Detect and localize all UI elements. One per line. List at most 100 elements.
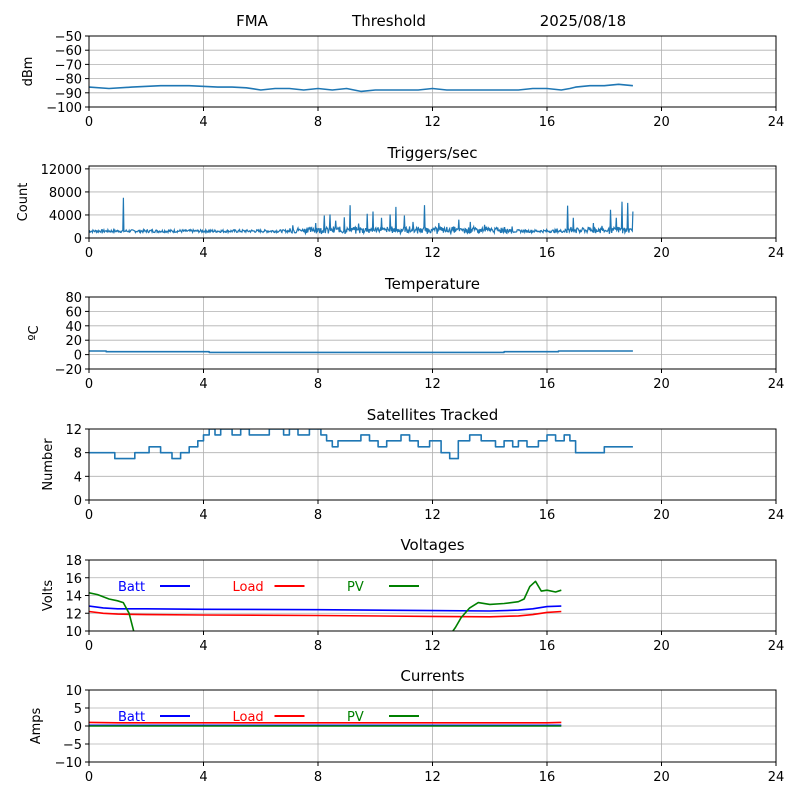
y-tick-label: −100 xyxy=(46,101,82,116)
x-tick-label: 20 xyxy=(653,377,670,392)
y-tick-label: 5 xyxy=(74,702,82,717)
series-line-main-0 xyxy=(89,429,633,460)
x-tick-label: 24 xyxy=(768,115,785,130)
y-tick-label: −10 xyxy=(55,756,82,771)
panel-1: 0 4 8 12 16 20 24 −100−90−80−70−60−50 dBm xyxy=(21,30,784,130)
x-tick-label: 16 xyxy=(539,377,556,392)
x-tick-label: 24 xyxy=(768,639,785,654)
x-tick-label: 20 xyxy=(653,508,670,523)
y-tick-label: −90 xyxy=(55,87,82,102)
y-tick-label: 18 xyxy=(65,554,82,569)
x-tick-label: 16 xyxy=(539,246,556,261)
x-tick-label: 4 xyxy=(199,246,207,261)
x-tick-label: 0 xyxy=(85,246,93,261)
x-tick-label: 16 xyxy=(539,508,556,523)
y-tick-label: 40 xyxy=(65,320,82,335)
y-axis-label: Number xyxy=(41,438,56,491)
x-tick-label: 24 xyxy=(768,770,785,785)
y-tick-label: 0 xyxy=(74,494,82,509)
plot-area xyxy=(89,197,634,236)
chart-title: Triggers/sec xyxy=(387,144,478,162)
series-line-pv-2 xyxy=(89,592,135,631)
y-tick-label: 20 xyxy=(65,334,82,349)
x-tick-label: 24 xyxy=(768,246,785,261)
panel-5: 0 4 8 12 16 20 24 10 12 14 16 18 Voltages Volts Batt Lo… xyxy=(41,536,784,654)
x-tick-label: 8 xyxy=(314,508,322,523)
x-tick-label: 0 xyxy=(85,770,93,785)
y-tick-label: 14 xyxy=(65,590,82,605)
x-tick-label: 12 xyxy=(424,115,441,130)
x-tick-label: 4 xyxy=(199,770,207,785)
y-axis-label: Count xyxy=(16,183,31,222)
y-tick-label: 4 xyxy=(74,470,82,485)
series-line-load-1 xyxy=(89,610,562,618)
legend-label-pv: PV xyxy=(347,710,364,725)
x-tick-label: 20 xyxy=(653,770,670,785)
x-tick-label: 4 xyxy=(199,508,207,523)
x-tick-label: 12 xyxy=(424,639,441,654)
y-tick-label: 10 xyxy=(65,625,82,640)
y-tick-label: −60 xyxy=(55,44,82,59)
plot-area xyxy=(89,580,562,631)
x-tick-label: 0 xyxy=(85,115,93,130)
x-tick-label: 12 xyxy=(424,770,441,785)
y-tick-label: 16 xyxy=(65,572,82,587)
x-tick-label: 20 xyxy=(653,246,670,261)
x-tick-label: 4 xyxy=(199,639,207,654)
y-tick-label: 0 xyxy=(74,232,82,247)
y-tick-label: 60 xyxy=(65,305,82,320)
series-line-main-0 xyxy=(89,83,633,93)
x-tick-label: 8 xyxy=(314,377,322,392)
x-tick-label: 8 xyxy=(314,770,322,785)
x-tick-label: 16 xyxy=(539,770,556,785)
y-axis-label: Volts xyxy=(41,580,56,612)
y-tick-label: 8 xyxy=(74,447,82,462)
legend-label-batt: Batt xyxy=(118,710,145,725)
legend-label-load: Load xyxy=(233,710,264,725)
y-tick-label: 12000 xyxy=(41,163,82,178)
x-tick-label: 16 xyxy=(539,639,556,654)
x-tick-label: 12 xyxy=(424,508,441,523)
x-tick-label: 12 xyxy=(424,246,441,261)
x-tick-label: 16 xyxy=(539,115,556,130)
chart-title: Voltages xyxy=(400,536,464,554)
y-tick-label: 12 xyxy=(65,423,82,438)
legend-label-pv: PV xyxy=(347,580,364,595)
x-tick-label: 12 xyxy=(424,377,441,392)
x-tick-label: 20 xyxy=(653,639,670,654)
header-right: 2025/08/18 xyxy=(540,12,626,30)
chart-title: Satellites Tracked xyxy=(367,406,498,424)
series-line-main-0 xyxy=(89,350,633,354)
y-tick-label: −5 xyxy=(63,738,82,753)
y-tick-label: −20 xyxy=(55,363,82,378)
x-tick-label: 0 xyxy=(85,377,93,392)
x-tick-label: 8 xyxy=(314,246,322,261)
x-tick-label: 0 xyxy=(85,508,93,523)
x-tick-label: 8 xyxy=(314,639,322,654)
y-tick-label: 12 xyxy=(65,607,82,622)
legend-label-batt: Batt xyxy=(118,580,145,595)
x-tick-label: 24 xyxy=(768,377,785,392)
x-tick-label: 20 xyxy=(653,115,670,130)
chart-title: Currents xyxy=(400,667,464,685)
y-axis-label: ºC xyxy=(27,325,42,340)
plot-area xyxy=(89,429,633,460)
x-tick-label: 4 xyxy=(199,115,207,130)
series-line-batt-0 xyxy=(89,605,562,612)
plot-area xyxy=(89,83,633,93)
chart-title: Temperature xyxy=(384,275,480,293)
y-axis-label: Amps xyxy=(29,707,44,744)
series-line-triggers xyxy=(89,197,634,236)
y-tick-label: 0 xyxy=(74,349,82,364)
y-tick-label: −70 xyxy=(55,58,82,73)
panel-2: 0 4 8 12 16 20 24 0 4000 8000 12000 Triggers/sec Cou… xyxy=(16,144,784,261)
y-tick-label: 0 xyxy=(74,720,82,735)
plot-area xyxy=(89,350,633,354)
x-tick-label: 0 xyxy=(85,639,93,654)
header-left: FMA xyxy=(236,12,269,30)
y-tick-label: 10 xyxy=(65,684,82,699)
plot-area xyxy=(89,721,562,727)
y-axis-label: dBm xyxy=(21,57,36,87)
